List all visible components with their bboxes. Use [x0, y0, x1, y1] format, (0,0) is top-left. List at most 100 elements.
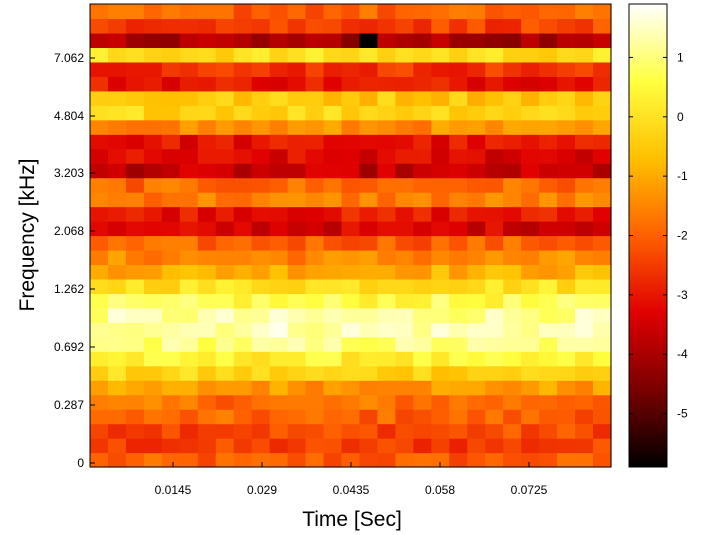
heatmap-cell — [179, 221, 199, 237]
heatmap-cell — [179, 119, 199, 135]
heatmap-cell — [575, 235, 594, 251]
heatmap-cell — [467, 322, 486, 338]
heatmap-cell — [90, 351, 109, 367]
heatmap-cell — [449, 423, 468, 439]
heatmap-cell — [413, 221, 432, 237]
heatmap-cell — [503, 4, 522, 20]
heatmap-cell — [449, 148, 468, 164]
heatmap-cell — [197, 47, 217, 63]
heatmap-cell — [467, 61, 486, 77]
heatmap-cell — [503, 409, 522, 425]
heatmap-cell — [557, 278, 576, 294]
heatmap-cell — [413, 47, 432, 63]
heatmap-cell — [521, 4, 540, 20]
heatmap-cell — [521, 221, 540, 237]
heatmap-cell — [179, 293, 199, 309]
heatmap-cell — [233, 32, 253, 49]
heatmap-cell — [557, 336, 576, 352]
heatmap-cell — [395, 177, 414, 193]
heatmap-cell — [359, 4, 379, 20]
heatmap-cell — [503, 119, 522, 135]
heatmap-cell — [395, 134, 414, 150]
heatmap-cell — [593, 423, 612, 439]
heatmap-cell — [179, 90, 199, 106]
heatmap-cell — [539, 76, 558, 92]
heatmap-cell — [503, 134, 522, 150]
heatmap-cell — [449, 105, 468, 121]
heatmap-cell — [161, 192, 181, 208]
heatmap-cell — [557, 438, 576, 454]
heatmap-cell — [233, 206, 253, 222]
heatmap-cell — [395, 264, 414, 280]
heatmap-cell — [107, 336, 127, 352]
heatmap-cell — [125, 61, 145, 77]
heatmap-cell — [485, 134, 504, 150]
heatmap-cell — [143, 61, 163, 77]
heatmap-cell — [575, 351, 594, 367]
heatmap-cell — [287, 293, 307, 309]
heatmap-cell — [575, 134, 594, 150]
heatmap-cell — [359, 452, 379, 468]
heatmap-cell — [215, 76, 235, 92]
heatmap-cell — [377, 351, 397, 367]
heatmap-cell — [449, 264, 468, 280]
heatmap-cell — [503, 365, 522, 381]
heatmap-cell — [449, 206, 468, 222]
heatmap-cell — [143, 293, 163, 309]
heatmap-cell — [395, 249, 414, 266]
heatmap-cell — [503, 438, 522, 454]
y-tick-label: 7.062 — [54, 51, 84, 65]
heatmap-cell — [341, 192, 361, 208]
heatmap-cell — [251, 423, 271, 439]
heatmap-cell — [467, 148, 486, 164]
heatmap-cell — [413, 452, 432, 468]
heatmap-cell — [431, 423, 450, 439]
heatmap-cell — [377, 380, 397, 396]
heatmap-cell — [431, 206, 450, 222]
heatmap-cell — [449, 452, 468, 468]
heatmap-cell — [449, 249, 468, 266]
heatmap-cell — [215, 32, 235, 49]
heatmap-cell — [575, 148, 594, 164]
heatmap-cell — [197, 351, 217, 367]
heatmap-cell — [467, 76, 486, 92]
heatmap-cell — [161, 452, 181, 468]
heatmap-cell — [287, 206, 307, 222]
heatmap-cell — [341, 148, 361, 164]
heatmap-cell — [107, 380, 127, 396]
heatmap-cell — [179, 32, 199, 49]
heatmap-cell — [323, 119, 343, 135]
heatmap-cell — [197, 119, 217, 135]
heatmap-cell — [161, 336, 181, 352]
heatmap-cell — [251, 249, 271, 266]
heatmap-cell — [90, 206, 109, 222]
heatmap-cell — [215, 365, 235, 381]
heatmap-cell — [161, 235, 181, 251]
heatmap-cell — [215, 105, 235, 121]
heatmap-cell — [90, 380, 109, 396]
heatmap-cell — [467, 119, 486, 135]
heatmap-cell — [593, 380, 612, 396]
heatmap-cell — [107, 307, 127, 323]
heatmap-cell — [287, 278, 307, 294]
heatmap-cell — [125, 423, 145, 439]
heatmap-cell — [521, 148, 540, 164]
heatmap-cell — [215, 293, 235, 309]
heatmap-cell — [503, 394, 522, 410]
heatmap-cell — [431, 293, 450, 309]
y-tick-label: 2.068 — [54, 224, 84, 238]
heatmap-cell — [233, 322, 253, 338]
heatmap-cell — [395, 278, 414, 294]
heatmap-cell — [161, 148, 181, 164]
heatmap-cell — [305, 47, 325, 63]
heatmap-cell — [305, 409, 325, 425]
heatmap-cell — [359, 278, 379, 294]
heatmap-cell — [485, 380, 504, 396]
heatmap-cell — [143, 278, 163, 294]
heatmap-cell — [125, 249, 145, 266]
heatmap-cell — [197, 105, 217, 121]
heatmap-cell — [557, 206, 576, 222]
heatmap-cell — [593, 293, 612, 309]
heatmap-cell — [90, 452, 109, 468]
colorbar-tick-label: -1 — [677, 169, 688, 183]
